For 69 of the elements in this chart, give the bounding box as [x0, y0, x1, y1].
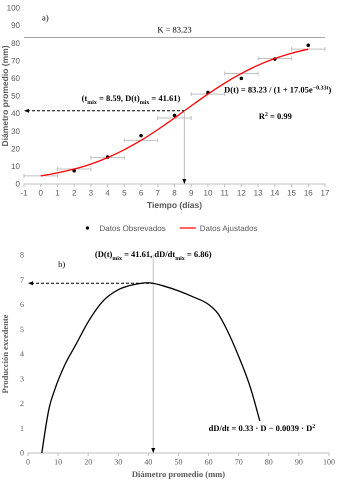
x-tick-label: 12 — [236, 188, 246, 198]
y-tick-label: 80 — [11, 38, 21, 48]
x-axis-title: Tiempo (días) — [146, 200, 202, 210]
x-tick-label: 11 — [220, 188, 230, 198]
x-axis-title: Diámetro promedio (mm) — [132, 469, 226, 479]
x-tick-label: -1 — [20, 188, 28, 198]
y-tick-label: 7 — [20, 275, 24, 284]
x-tick-label: 30 — [114, 458, 122, 467]
annotation: R$^{2}$ = 0.99 — [258, 110, 292, 121]
x-tick-label: 80 — [264, 458, 273, 467]
y-tick-label: 0 — [20, 448, 24, 458]
y-tick-label: 60 — [11, 74, 21, 83]
y-axis-title: Producción excedente — [0, 314, 10, 394]
annotation: (D(t)$_{mix}$ = 41.61, dD/dt$_{mix}$ = 6.86) — [94, 249, 212, 262]
x-tick-label: 90 — [294, 458, 303, 467]
y-tick-label: 90 — [11, 21, 21, 30]
x-tick-label: 10 — [203, 188, 213, 198]
y-tick-label: 0 — [16, 180, 21, 189]
y-tick-label: 3 — [20, 374, 24, 384]
point — [240, 76, 244, 80]
x-tick-label: 1 — [55, 188, 60, 198]
legend-label: Datos Ajustados — [200, 224, 258, 233]
x-tick-label: 40 — [144, 458, 152, 467]
x-tick-label: 20 — [84, 458, 92, 467]
line-series — [41, 282, 260, 454]
annotation: D(t) = 83.23 / (1 + 17.05e$^{−0.33t}$) — [224, 84, 332, 94]
y-tick-label: 5 — [20, 324, 24, 334]
point — [139, 134, 143, 138]
x-tick-label: 16 — [304, 188, 314, 198]
y-tick-label: 8 — [20, 250, 24, 260]
y-tick-label: 2 — [20, 399, 24, 408]
x-tick-label: 50 — [174, 458, 182, 467]
annotation: (t$_{mix}$ = 8.59, D(t)$_{mix}$ = 41.61) — [82, 92, 181, 106]
x-tick-label: 14 — [270, 188, 280, 198]
x-tick-label: 60 — [204, 458, 213, 467]
x-tick-label: 7 — [156, 188, 161, 198]
x-tick-label: 15 — [287, 188, 297, 198]
annotation: b) — [58, 258, 66, 269]
y-axis-title: Diámetro promedio (mm) — [0, 45, 10, 147]
x-tick-label: 2 — [72, 188, 77, 198]
x-tick-label: 5 — [122, 188, 128, 198]
y-tick-label: 1 — [20, 424, 24, 433]
y-tick-label: 50 — [11, 92, 21, 101]
x-tick-label: 70 — [234, 458, 243, 467]
x-tick-label: 0 — [26, 458, 30, 467]
x-tick-label: 13 — [254, 188, 264, 198]
x-tick-label: 0 — [38, 188, 44, 198]
legend-label: Datos Obsrevados — [99, 224, 166, 233]
x-tick-label: 9 — [188, 188, 194, 198]
y-tick-label: 10 — [11, 162, 21, 171]
y-tick-label: 100 — [6, 4, 21, 13]
x-tick-label: 6 — [138, 188, 144, 198]
y-tick-label: 30 — [11, 126, 21, 136]
x-tick-label: 3 — [88, 188, 94, 198]
y-tick-label: 20 — [11, 144, 21, 154]
ref-line-label: K = 83.23 — [157, 24, 192, 35]
y-tick-label: 40 — [11, 109, 21, 118]
y-tick-label: 4 — [20, 350, 24, 359]
y-tick-label: 70 — [11, 56, 21, 66]
x-tick-label: 8 — [172, 188, 178, 198]
x-tick-label: 17 — [320, 188, 330, 198]
annotation: dD/dt = 0.33 · D − 0.0039 · D$^{2}$ — [208, 423, 316, 434]
x-tick-label: 100 — [323, 458, 335, 467]
point — [172, 114, 176, 118]
point — [306, 44, 310, 48]
x-tick-label: 10 — [54, 458, 62, 467]
annotation: a) — [42, 12, 49, 22]
x-tick-label: 4 — [105, 188, 110, 198]
y-tick-label: 6 — [20, 300, 24, 310]
